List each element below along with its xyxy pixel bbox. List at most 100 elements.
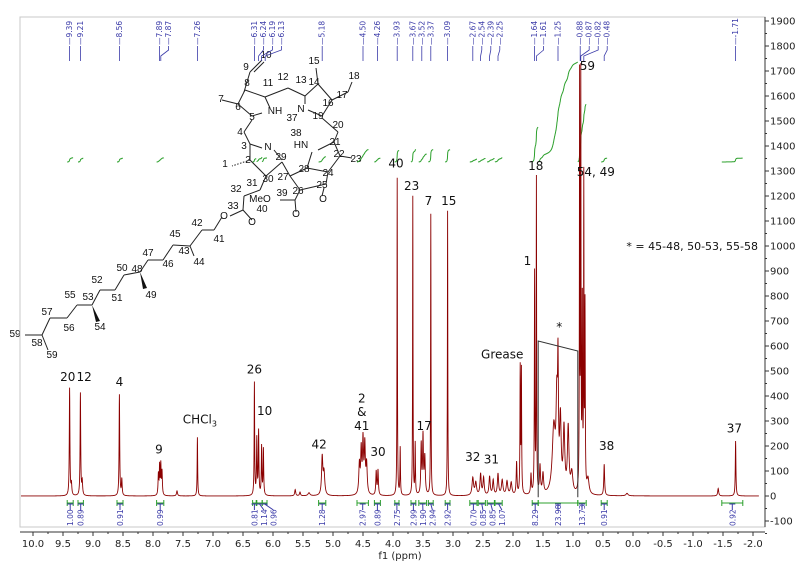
peak-label-connector bbox=[261, 46, 273, 61]
bond bbox=[243, 131, 251, 145]
integral-curve bbox=[418, 153, 427, 163]
peak-assignment: 4 bbox=[116, 375, 124, 389]
y-tick-label: 700 bbox=[770, 317, 789, 328]
bond bbox=[333, 131, 339, 143]
x-tick-label: 0.0 bbox=[625, 539, 641, 550]
peak-assignment: 2 bbox=[358, 391, 366, 405]
atom-label: 18 bbox=[348, 71, 360, 82]
peak-assignment: 10 bbox=[257, 404, 272, 418]
integral-value: 8.29 bbox=[531, 509, 540, 526]
peak-label-connector bbox=[536, 46, 544, 61]
x-tick-label: 5.5 bbox=[295, 539, 311, 550]
bond bbox=[317, 141, 335, 151]
peak-assignment-text: 42 bbox=[312, 438, 327, 452]
peak-label-connector bbox=[160, 46, 169, 61]
x-tick-label: 3.0 bbox=[445, 539, 461, 550]
x-tick-label: -0.5 bbox=[653, 539, 673, 550]
bond bbox=[307, 109, 323, 117]
atom-label: 32 bbox=[230, 184, 242, 195]
bond bbox=[299, 183, 327, 191]
atom-label: 29 bbox=[275, 152, 287, 163]
x-tick-label: -1.0 bbox=[683, 539, 703, 550]
peak-assignment-text: 7 bbox=[425, 194, 433, 208]
integral-curve bbox=[428, 149, 434, 163]
integral-value: 2.75 bbox=[393, 509, 402, 526]
bond bbox=[327, 155, 341, 173]
bond bbox=[331, 91, 349, 101]
bond bbox=[41, 317, 51, 336]
peak-assignment: 26 bbox=[247, 363, 262, 377]
integral-curve bbox=[67, 157, 74, 163]
bond bbox=[321, 117, 339, 133]
atom-label: 14 bbox=[308, 77, 320, 88]
integral-marker bbox=[444, 503, 451, 510]
x-tick-label: -2.0 bbox=[743, 539, 763, 550]
x-tick-label: 0.5 bbox=[595, 539, 611, 550]
bond bbox=[347, 81, 353, 93]
y-tick-label: 1900 bbox=[770, 17, 795, 28]
integral-marker bbox=[419, 503, 426, 511]
peak-assignment: CHCl3 bbox=[183, 413, 217, 429]
atom-label: N bbox=[264, 142, 271, 153]
peak-assignment-text: 4 bbox=[116, 375, 124, 389]
peak-assignment: Grease bbox=[481, 348, 523, 362]
atom-label: 58 bbox=[31, 338, 43, 349]
integral-value: 1.14 bbox=[260, 509, 269, 526]
peak-assignment: 30 bbox=[370, 445, 385, 459]
x-tick-label: 9.0 bbox=[85, 539, 101, 550]
bond bbox=[306, 151, 313, 169]
bond bbox=[213, 216, 223, 231]
bond bbox=[139, 259, 149, 273]
peak-assignment-text: 23 bbox=[404, 179, 419, 193]
peak-assignment: 54, 49 bbox=[577, 165, 615, 179]
bond bbox=[333, 141, 341, 157]
peak-assignment: & bbox=[357, 405, 366, 419]
atom-label: 43 bbox=[178, 246, 190, 257]
peak-assignment-text: & bbox=[357, 405, 366, 419]
x-tick-label: 7.0 bbox=[205, 539, 221, 550]
bond bbox=[264, 96, 271, 109]
peak-label: —2.54 bbox=[477, 21, 486, 45]
integral-value: 2.94 bbox=[428, 509, 437, 526]
integral-value: 13.73 bbox=[578, 504, 587, 526]
atom-label: 31 bbox=[246, 178, 258, 189]
bond bbox=[325, 171, 329, 185]
integral-marker bbox=[256, 503, 265, 511]
bond bbox=[321, 187, 325, 197]
peak-assignment-text: 18 bbox=[528, 159, 543, 173]
peak-label-connector bbox=[603, 46, 608, 61]
y-tick-label: 100 bbox=[770, 467, 789, 478]
atom-label: 54 bbox=[94, 322, 106, 333]
x-tick-label: 4.5 bbox=[355, 539, 371, 550]
integral-value: 0.85 bbox=[479, 509, 488, 526]
bond bbox=[189, 245, 195, 257]
atom-label: 2 bbox=[245, 155, 251, 166]
y-tick-label: 0 bbox=[770, 492, 776, 503]
bond bbox=[339, 155, 353, 159]
peak-assignment: 7 bbox=[425, 194, 433, 208]
atom-label: 23 bbox=[350, 154, 362, 165]
atom-label: 33 bbox=[227, 201, 239, 212]
peak-label-connector bbox=[497, 46, 501, 61]
peak-assignment-text: * bbox=[556, 320, 562, 334]
x-tick-label: 1.5 bbox=[535, 539, 551, 550]
x-tick-label: 4.0 bbox=[385, 539, 401, 550]
integral-value: 1.90 bbox=[419, 509, 428, 526]
peak-assignment: 1 bbox=[524, 254, 532, 268]
peak-assignment: 20 bbox=[60, 370, 75, 384]
peak-assignment: 18 bbox=[528, 159, 543, 173]
atom-label: 55 bbox=[64, 290, 76, 301]
peak-assignment: 15 bbox=[441, 194, 456, 208]
peak-label: —3.93 bbox=[393, 21, 402, 45]
integral-curve bbox=[486, 158, 495, 163]
peak-assignment-text: 41 bbox=[354, 419, 369, 433]
atom-label: 46 bbox=[162, 259, 174, 270]
x-tick-label: 6.0 bbox=[265, 539, 281, 550]
peak-assignment: 59 bbox=[580, 59, 595, 73]
y-tick-label: 1100 bbox=[770, 217, 795, 228]
atom-label: 19 bbox=[312, 111, 324, 122]
atom-label: NH bbox=[268, 106, 282, 117]
integral-curve bbox=[261, 157, 267, 163]
atom-label: 51 bbox=[111, 293, 123, 304]
